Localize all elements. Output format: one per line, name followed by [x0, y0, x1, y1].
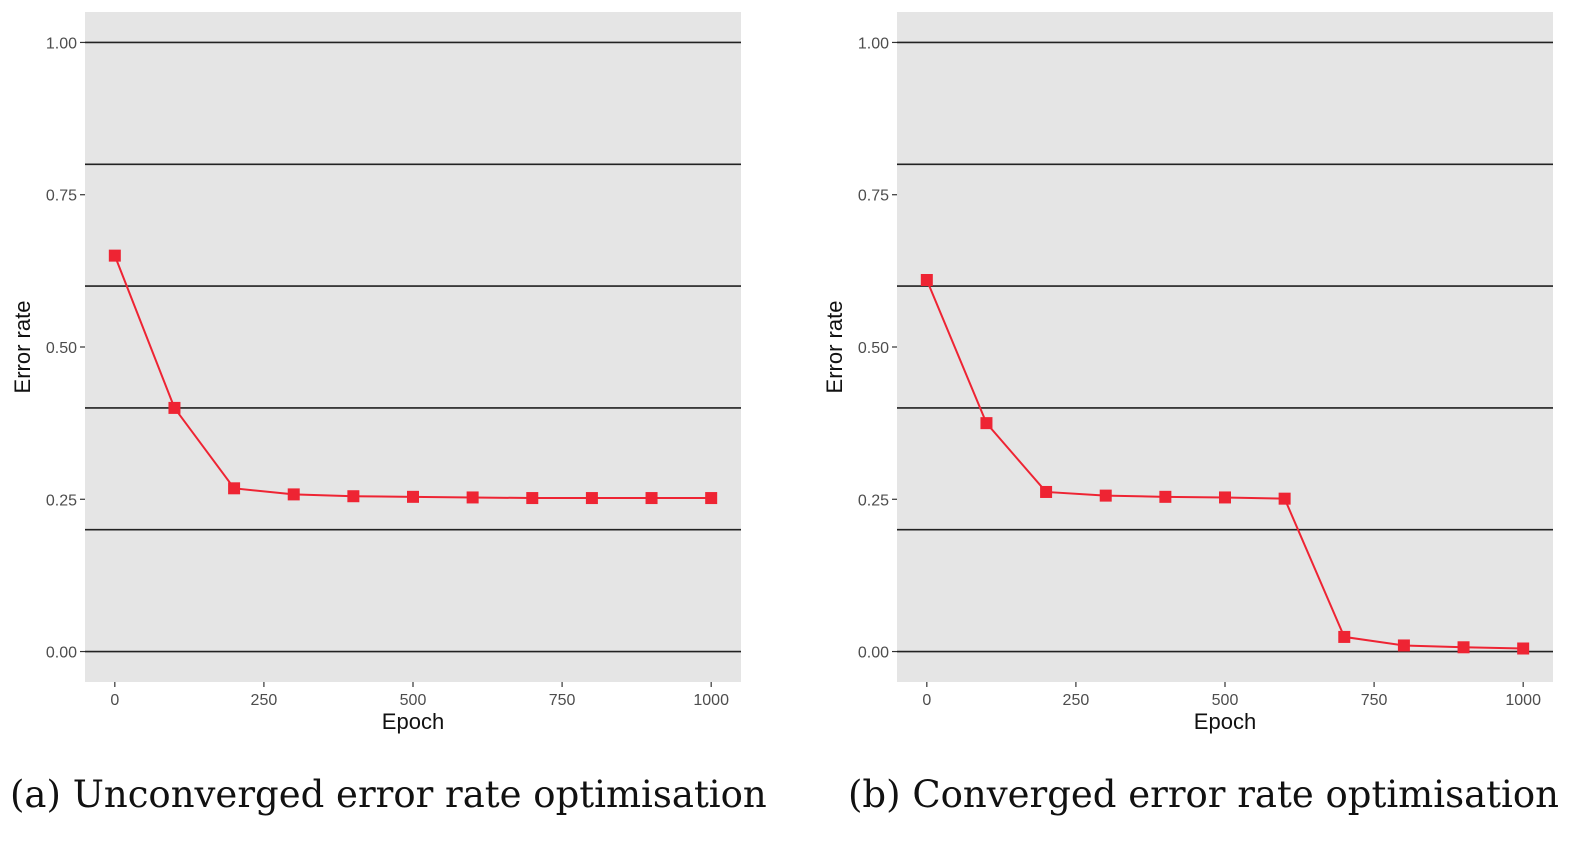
chart-b-y-tick-label-3: 0.75: [858, 188, 889, 205]
chart-a-y-tick-label-0: 0.00: [46, 645, 77, 662]
chart-a-point-1: [168, 401, 181, 414]
chart-a-x-axis-title: Epoch: [382, 709, 444, 734]
chart-b-point-5: [1219, 491, 1231, 504]
chart-b-point-2: [1040, 485, 1053, 498]
chart-a-x-tick-label-3: 750: [549, 692, 576, 709]
chart-a-y-tick-label-1: 0.25: [46, 492, 77, 509]
chart-b-point-8: [1397, 639, 1410, 652]
chart-b-x-axis-title: Epoch: [1194, 709, 1256, 734]
chart-b-point-1: [980, 417, 993, 430]
chart-b-y-tick-label-2: 0.50: [858, 340, 889, 357]
chart-a-y-tick-label-2: 0.50: [46, 340, 77, 357]
chart-a-x-tick-label-1: 250: [251, 692, 278, 709]
chart-a-x-tick-label-0: 0: [110, 692, 119, 709]
chart-b-x-tick-label-4: 1000: [1505, 692, 1541, 709]
chart-b-plot-background: [897, 12, 1553, 682]
chart-a-point-7: [526, 492, 539, 505]
chart-a-y-axis-title: Error rate: [10, 301, 35, 394]
chart-a-point-6: [466, 491, 479, 504]
chart-b-point-0: [920, 274, 933, 286]
chart-a-point-2: [228, 482, 241, 495]
chart-b-svg: 0.00 0.25 0.50 0.75 1.00 0 250 500 750 1000 Epoch E…: [822, 12, 1553, 734]
chart-b-y-tick-label-4: 1.00: [858, 35, 889, 52]
chart-a-point-0: [108, 249, 121, 262]
chart-b-y-tick-label-1: 0.25: [858, 492, 889, 509]
chart-a-plot-background: [85, 12, 741, 682]
chart-a-point-5: [407, 490, 419, 503]
chart-a-x-tick-label-2: 500: [400, 692, 427, 709]
chart-a: 0.00 0.25 0.50 0.75 1.00 0 250 500 750 1000 Epoch E…: [0, 0, 760, 745]
chart-a-point-8: [585, 492, 598, 505]
chart-a-point-3: [287, 488, 300, 501]
chart-b-y-axis-title: Error rate: [822, 301, 847, 394]
chart-b-point-4: [1159, 490, 1172, 503]
caption-a: (a) Unconverged error rate optimisation: [10, 773, 767, 816]
chart-a-x-tick-label-4: 1000: [693, 692, 729, 709]
chart-a-svg: 0.00 0.25 0.50 0.75 1.00 0 250 500 750 1000 Epoch E…: [10, 12, 741, 734]
chart-b-point-7: [1338, 630, 1351, 643]
chart-a-y-tick-label-3: 0.75: [46, 188, 77, 205]
caption-b: (b) Converged error rate optimisation: [848, 773, 1559, 816]
chart-b: 0.00 0.25 0.50 0.75 1.00 0 250 500 750 1000 Epoch E…: [812, 0, 1572, 745]
chart-b-point-10: [1517, 642, 1530, 655]
chart-b-x-tick-label-1: 250: [1063, 692, 1090, 709]
chart-b-x-tick-label-0: 0: [922, 692, 931, 709]
chart-b-x-tick-label-3: 750: [1361, 692, 1388, 709]
chart-b-point-9: [1457, 641, 1470, 654]
chart-a-y-tick-label-4: 1.00: [46, 35, 77, 52]
chart-b-point-6: [1278, 492, 1291, 505]
chart-b-x-tick-label-2: 500: [1212, 692, 1239, 709]
chart-b-y-tick-label-0: 0.00: [858, 645, 889, 662]
chart-a-point-10: [705, 492, 718, 505]
chart-a-point-9: [645, 492, 658, 505]
chart-a-point-4: [347, 490, 360, 503]
chart-b-point-3: [1099, 489, 1112, 502]
